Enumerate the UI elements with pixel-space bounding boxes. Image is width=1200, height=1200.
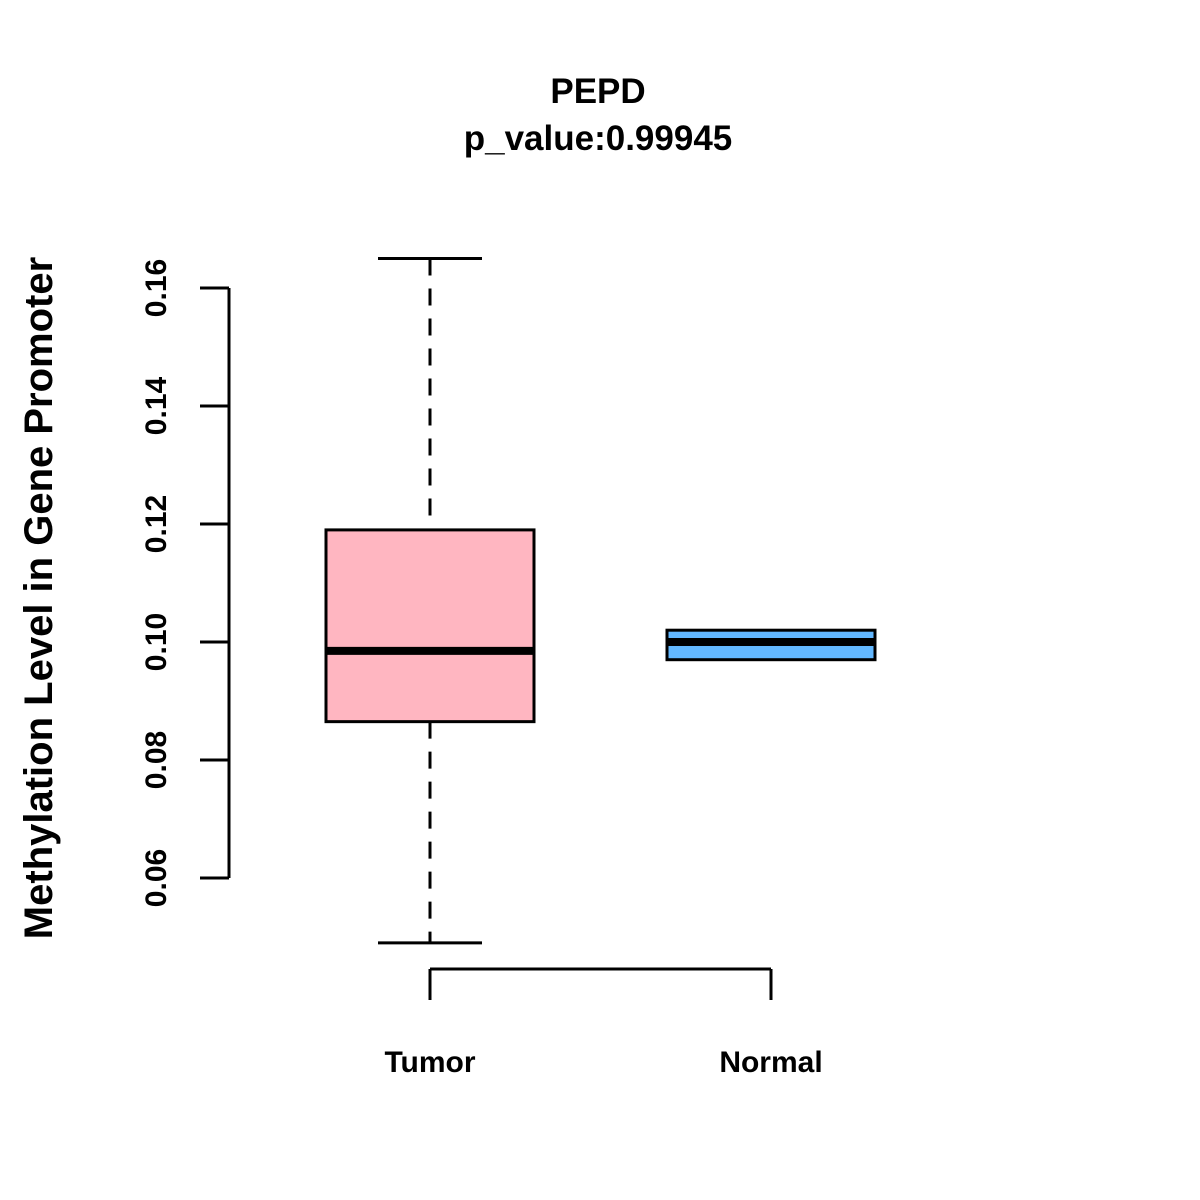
y-axis-tick-label: 0.12 [140, 495, 173, 553]
plot-area: 0.06 0.08 0.10 0.12 0.14 0.16 Tumor Normal [140, 257, 877, 1079]
y-axis-tick-label: 0.06 [140, 849, 173, 907]
x-axis-category-label-tumor: Tumor [384, 1046, 475, 1079]
y-axis-tick-label: 0.16 [140, 259, 173, 317]
box-tumor [324, 528, 536, 724]
y-axis-tick-label: 0.14 [140, 376, 173, 435]
y-axis-tick-label: 0.10 [140, 613, 173, 671]
y-axis-tick-label: 0.08 [140, 731, 173, 789]
y-axis-label: Methylation Level in Gene Promoter [17, 257, 61, 939]
x-axis-category-label-normal: Normal [719, 1046, 822, 1079]
chart-subtitle: p_value:0.99945 [464, 119, 733, 158]
chart-title: PEPD [550, 72, 645, 111]
